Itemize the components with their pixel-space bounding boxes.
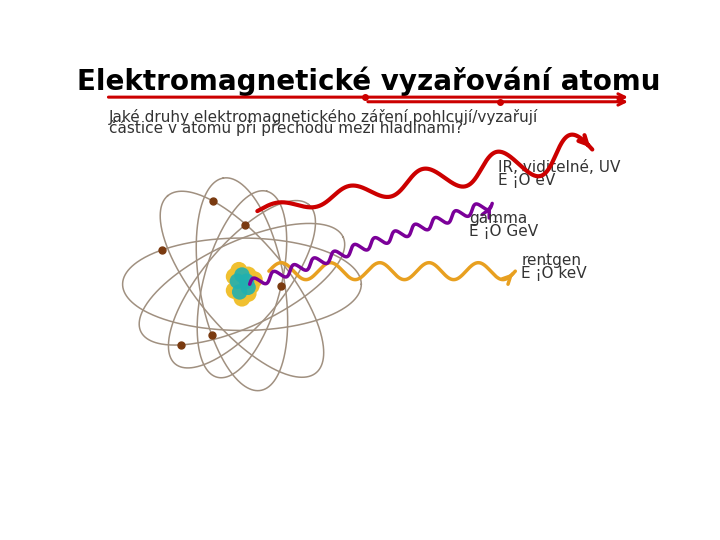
- Circle shape: [230, 273, 245, 289]
- Text: E ¡Ö keV: E ¡Ö keV: [521, 263, 587, 281]
- Text: E ¡Ö GeV: E ¡Ö GeV: [469, 221, 539, 239]
- Circle shape: [230, 262, 248, 279]
- Text: E ¡Ö eV: E ¡Ö eV: [498, 170, 556, 188]
- Text: IR, viditelné, UV: IR, viditelné, UV: [498, 160, 621, 175]
- Circle shape: [240, 267, 256, 284]
- Circle shape: [233, 289, 251, 307]
- Circle shape: [232, 284, 248, 300]
- Circle shape: [240, 280, 256, 295]
- Text: gamma: gamma: [469, 211, 527, 226]
- Text: Elektromagnetické vyzařování atomu: Elektromagnetické vyzařování atomu: [77, 67, 661, 97]
- Circle shape: [233, 276, 251, 293]
- Text: Jaké druhy elektromagnetického záření pohlcují/vyzařují: Jaké druhy elektromagnetického záření po…: [109, 109, 538, 125]
- Circle shape: [226, 282, 243, 299]
- Circle shape: [240, 285, 256, 302]
- Text: částice v atomu při přechodu mezi hladinami?: částice v atomu při přechodu mezi hladin…: [109, 120, 463, 136]
- Circle shape: [234, 267, 250, 283]
- Circle shape: [226, 268, 243, 285]
- Circle shape: [243, 278, 260, 294]
- Text: rentgen: rentgen: [521, 253, 582, 268]
- Circle shape: [246, 271, 263, 288]
- Circle shape: [239, 273, 254, 289]
